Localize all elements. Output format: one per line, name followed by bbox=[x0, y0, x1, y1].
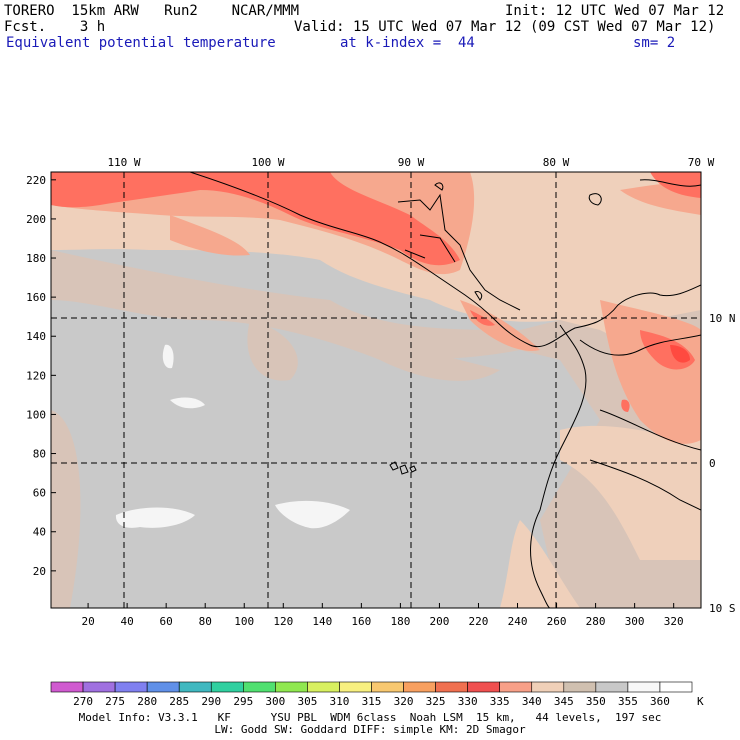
x-tick-label: 60 bbox=[160, 615, 173, 628]
valid-time-label: Valid: 15 UTC Wed 07 Mar 12 (09 CST Wed … bbox=[294, 19, 716, 35]
colorbar-swatch bbox=[627, 681, 661, 693]
colorbar-label: 300 bbox=[265, 695, 286, 708]
y-tick-label: 60 bbox=[33, 487, 46, 500]
colorbar-label: 270 bbox=[73, 695, 93, 708]
y-tick-label: 100 bbox=[26, 408, 46, 421]
x-tick-label: 280 bbox=[586, 615, 606, 628]
model-run-label: TORERO 15km ARW Run2 NCAR/MMM bbox=[4, 3, 300, 19]
lon-label-110w: 110 W bbox=[107, 156, 140, 169]
colorbar-swatch bbox=[275, 681, 308, 693]
colorbar-label: 310 bbox=[329, 695, 350, 708]
colorbar-label: 295 bbox=[233, 695, 254, 708]
lat-label-10s: 10 S bbox=[709, 602, 736, 615]
colorbar-label: 360 bbox=[650, 695, 670, 708]
x-tick-label: 100 bbox=[234, 615, 254, 628]
colorbar-unit: K bbox=[697, 695, 704, 708]
colorbar-swatch bbox=[243, 681, 276, 693]
colorbar-label: 335 bbox=[489, 695, 510, 708]
x-tick-label: 160 bbox=[351, 615, 371, 628]
colorbar-label: 305 bbox=[297, 695, 318, 708]
x-tick-label: 120 bbox=[273, 615, 293, 628]
y-axis-ticks: 20 40 60 80 100 120 140 160 180 200 220 bbox=[26, 174, 56, 578]
x-axis-ticks: 20 40 60 80 100 120 140 160 180 200 220 240 260 280 30… bbox=[81, 603, 684, 628]
colorbar-swatch bbox=[403, 681, 436, 693]
x-tick-label: 180 bbox=[390, 615, 410, 628]
colorbar-label: 280 bbox=[137, 695, 158, 708]
x-tick-label: 140 bbox=[312, 615, 332, 628]
colorbar-label: 345 bbox=[553, 695, 574, 708]
colorbar-swatch bbox=[659, 681, 693, 693]
y-tick-label: 220 bbox=[26, 174, 46, 187]
colorbar-label: 315 bbox=[361, 695, 382, 708]
x-tick-label: 40 bbox=[121, 615, 134, 628]
init-time-label: Init: 12 UTC Wed 07 Mar 12 bbox=[505, 3, 725, 19]
plot-frame bbox=[50, 171, 702, 609]
y-tick-label: 140 bbox=[26, 330, 46, 343]
colorbar-swatch bbox=[82, 681, 116, 693]
colorbar-label: 290 bbox=[201, 695, 222, 708]
colorbar-swatch bbox=[563, 681, 597, 693]
x-tick-label: 300 bbox=[625, 615, 645, 628]
forecast-hour-label: Fcst. 3 h bbox=[4, 19, 106, 35]
colorbar-label: 320 bbox=[393, 695, 414, 708]
colorbar-label: 330 bbox=[457, 695, 478, 708]
colorbar-swatch bbox=[178, 681, 212, 693]
y-tick-label: 160 bbox=[26, 291, 46, 304]
colorbar-swatch bbox=[467, 681, 500, 693]
y-tick-label: 80 bbox=[33, 448, 46, 461]
lat-lon-grid bbox=[51, 172, 701, 608]
y-tick-label: 40 bbox=[33, 526, 46, 539]
colorbar-label: 350 bbox=[585, 695, 606, 708]
lon-label-80w: 80 W bbox=[543, 156, 570, 169]
colorbar-swatch bbox=[50, 681, 84, 693]
smoothing-label: sm= 2 bbox=[633, 35, 676, 51]
colorbar-label: 275 bbox=[105, 695, 126, 708]
x-tick-label: 220 bbox=[469, 615, 489, 628]
colorbar-swatch bbox=[531, 681, 565, 693]
lon-label-90w: 90 W bbox=[398, 156, 425, 169]
x-tick-label: 320 bbox=[664, 615, 684, 628]
colorbar bbox=[50, 681, 693, 693]
colorbar-swatch bbox=[146, 681, 180, 693]
colorbar-swatch bbox=[307, 681, 340, 693]
model-info-line: Model Info: V3.3.1 KF YSU PBL WDM 6class… bbox=[78, 711, 662, 724]
lat-label-0: 0 bbox=[709, 457, 716, 470]
x-tick-label: 240 bbox=[508, 615, 528, 628]
colorbar-label: 285 bbox=[169, 695, 190, 708]
x-tick-label: 80 bbox=[199, 615, 212, 628]
lat-label-10n: 10 N bbox=[709, 312, 736, 325]
colorbar-swatch bbox=[210, 681, 244, 693]
colorbar-swatch bbox=[499, 681, 533, 693]
colorbar-label: 355 bbox=[617, 695, 638, 708]
x-tick-label: 260 bbox=[547, 615, 567, 628]
theta-e-field bbox=[51, 172, 701, 608]
level-label: at k-index = 44 bbox=[340, 35, 475, 51]
coastlines bbox=[189, 172, 701, 608]
colorbar-label: 325 bbox=[425, 695, 446, 708]
x-tick-label: 200 bbox=[430, 615, 450, 628]
colorbar-swatch bbox=[595, 681, 629, 693]
x-tick-label: 20 bbox=[81, 615, 94, 628]
physics-info-line: LW: Godd SW: Goddard DIFF: simple KM: 2D… bbox=[214, 723, 526, 736]
y-tick-label: 20 bbox=[33, 565, 46, 578]
lon-label-100w: 100 W bbox=[251, 156, 284, 169]
y-tick-label: 120 bbox=[26, 369, 46, 382]
colorbar-label: 340 bbox=[521, 695, 542, 708]
colorbar-swatch bbox=[339, 681, 372, 693]
field-name-label: Equivalent potential temperature bbox=[6, 35, 276, 51]
colorbar-swatch bbox=[371, 681, 404, 693]
lon-label-70w: 70 W bbox=[688, 156, 715, 169]
colorbar-swatch bbox=[435, 681, 468, 693]
y-tick-label: 200 bbox=[26, 213, 46, 226]
colorbar-swatch bbox=[114, 681, 148, 693]
y-tick-label: 180 bbox=[26, 252, 46, 265]
